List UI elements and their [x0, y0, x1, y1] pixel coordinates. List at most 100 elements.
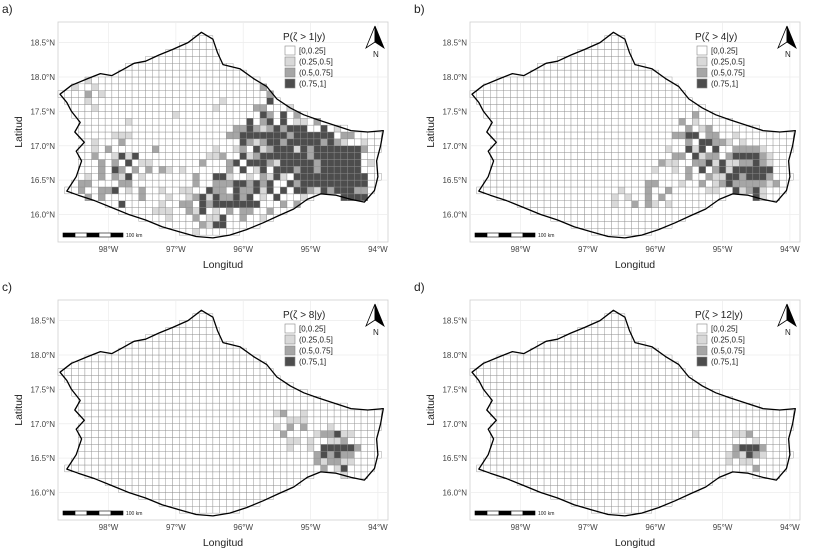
grid-cell — [347, 423, 355, 431]
grid-cell — [77, 423, 86, 431]
grid-cell — [131, 354, 140, 363]
grid-cell — [537, 444, 545, 452]
grid-cell — [597, 166, 605, 174]
grid-cell — [273, 402, 281, 411]
grid-cell — [259, 437, 267, 445]
grid-cell — [152, 389, 160, 397]
grid-cell — [266, 200, 274, 208]
grid-cell — [226, 409, 234, 418]
grid-cell — [550, 138, 558, 146]
grid-cell — [347, 131, 355, 140]
grid-cell — [570, 97, 578, 105]
grid-cell — [725, 173, 733, 181]
grid-cell — [745, 179, 754, 188]
grid-cell — [253, 471, 261, 479]
grid-cell — [138, 389, 146, 397]
grid-cell — [543, 138, 552, 146]
grid-cell — [644, 492, 653, 500]
grid-cell — [604, 69, 612, 78]
grid-cell — [185, 354, 193, 363]
grid-cell — [550, 173, 558, 181]
grid-cell — [658, 179, 666, 188]
grid-cell — [543, 409, 552, 418]
grid-cell — [212, 409, 220, 418]
grid-cell — [685, 471, 693, 479]
grid-cell — [584, 83, 592, 91]
grid-cell — [638, 207, 646, 215]
grid-cell — [286, 451, 294, 459]
grid-cell — [185, 327, 193, 335]
grid-cell — [671, 166, 679, 174]
grid-cell — [577, 186, 585, 195]
grid-cell — [205, 320, 214, 328]
grid-cell — [246, 104, 254, 112]
grid-cell — [266, 416, 274, 424]
grid-cell — [577, 83, 585, 91]
grid-cell — [658, 451, 666, 459]
grid-cell — [185, 131, 193, 140]
grid-cell — [604, 334, 612, 342]
grid-cell — [293, 396, 301, 404]
grid-cell — [772, 464, 780, 473]
grid-cell — [584, 430, 592, 438]
grid-cell — [158, 457, 166, 466]
grid-cell — [125, 166, 133, 174]
grid-cell — [192, 118, 200, 126]
grid-cell — [577, 409, 585, 418]
grid-cell — [496, 186, 504, 195]
grid-cell — [205, 131, 214, 140]
grid-cell — [125, 104, 133, 112]
grid-cell — [550, 193, 558, 201]
grid-cell — [172, 368, 180, 376]
grid-cell — [145, 166, 153, 174]
grid-cell — [185, 423, 193, 431]
grid-cell — [300, 464, 308, 473]
grid-cell — [111, 173, 119, 181]
grid-cell — [577, 179, 585, 188]
grid-cell — [739, 173, 747, 181]
grid-cell — [611, 35, 619, 43]
grid-cell — [638, 138, 646, 146]
grid-cell — [125, 145, 133, 153]
grid-cell — [624, 69, 632, 78]
grid-cell — [145, 457, 153, 466]
grid-cell — [286, 396, 294, 404]
grid-cell — [658, 478, 666, 486]
grid-cell — [232, 402, 241, 411]
grid-cell — [239, 457, 247, 466]
grid-cell — [718, 457, 727, 466]
grid-cell — [145, 471, 153, 479]
grid-cell — [340, 444, 348, 452]
grid-cell — [306, 186, 315, 195]
grid-cell — [347, 457, 355, 466]
grid-cell — [617, 145, 626, 153]
grid-cell — [125, 83, 133, 91]
grid-cell — [671, 214, 679, 222]
grid-cell — [651, 111, 659, 119]
grid-cell — [759, 186, 767, 195]
x-axis-title: Longitud — [615, 537, 655, 549]
grid-cell — [698, 166, 706, 174]
grid-cell — [584, 368, 592, 376]
grid-cell — [145, 402, 153, 411]
grid-cell — [739, 179, 747, 188]
grid-cell — [644, 499, 653, 507]
grid-cell — [111, 416, 119, 424]
grid-cell — [158, 193, 166, 201]
grid-cell — [698, 478, 706, 486]
grid-cell — [77, 464, 86, 473]
grid-cell — [131, 152, 140, 160]
grid-cell — [239, 138, 247, 146]
grid-cell — [232, 69, 241, 78]
grid-cell — [152, 347, 160, 356]
grid-cell — [226, 389, 234, 397]
grid-cell — [219, 159, 227, 167]
grid-cell — [192, 416, 200, 424]
grid-cell — [165, 375, 173, 383]
grid-cell — [327, 430, 335, 438]
grid-cell — [131, 430, 140, 438]
grid-cell — [239, 76, 247, 85]
grid-cell — [165, 402, 173, 411]
grid-cell — [185, 159, 193, 167]
grid-cell — [199, 409, 207, 418]
